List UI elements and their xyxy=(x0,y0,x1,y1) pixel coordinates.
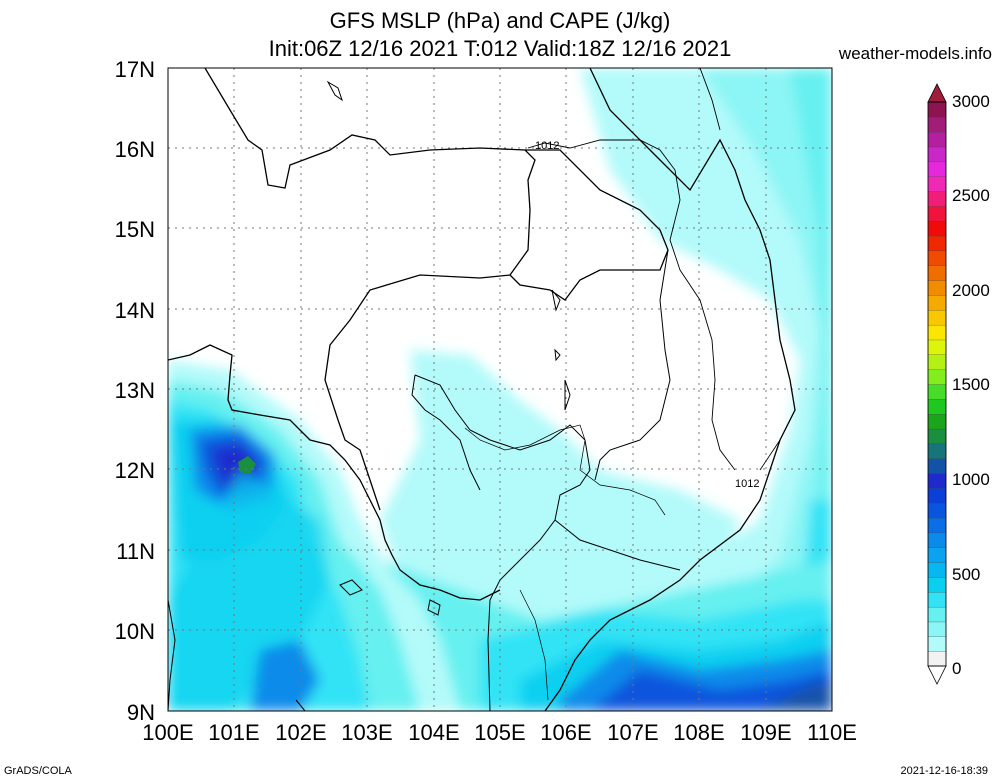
colorbar-end-arrow xyxy=(927,665,947,685)
colorbar-swatch xyxy=(927,458,947,474)
colorbar-swatch xyxy=(927,369,947,385)
colorbar-swatch xyxy=(927,443,947,459)
colorbar-swatch xyxy=(927,428,947,445)
cape-field: 1012 1012 xyxy=(168,68,832,711)
colorbar-swatch xyxy=(927,116,947,133)
colorbar-swatch xyxy=(927,146,947,163)
lat-label: 16N xyxy=(115,137,155,162)
lon-label: 100E xyxy=(142,720,193,745)
lon-label: 108E xyxy=(673,720,724,745)
colorbar-swatch xyxy=(927,621,947,637)
colorbar-label: 2000 xyxy=(952,281,990,300)
colorbar-swatch xyxy=(927,636,947,652)
coastlines xyxy=(168,68,796,711)
lon-label: 105E xyxy=(474,720,525,745)
lat-label: 17N xyxy=(115,57,155,82)
lon-label: 101E xyxy=(208,720,259,745)
lat-label: 12N xyxy=(115,458,155,483)
colorbar-end-arrow xyxy=(927,83,947,103)
lon-label: 110E xyxy=(807,720,857,745)
colorbar-swatch xyxy=(927,413,947,430)
lat-label: 13N xyxy=(115,378,155,403)
isobar-label: 1012 xyxy=(735,478,759,490)
colorbar-swatch xyxy=(927,354,947,370)
colorbar xyxy=(927,83,947,685)
colorbar-swatch xyxy=(927,265,947,281)
isobar-1012 xyxy=(527,68,781,471)
lat-label: 14N xyxy=(115,298,155,323)
colorbar-label: 0 xyxy=(952,659,961,678)
colorbar-swatch xyxy=(927,205,947,222)
colorbar-swatch xyxy=(927,101,947,118)
colorbar-swatch xyxy=(927,324,947,341)
lat-label: 10N xyxy=(115,619,155,644)
chart-subtitle: Init:06Z 12/16 2021 T:012 Valid:18Z 12/1… xyxy=(268,36,732,61)
colorbar-swatch xyxy=(927,532,947,548)
colorbar-labels: 3000 2500 2000 1500 1000 500 0 xyxy=(952,92,990,678)
lat-label: 15N xyxy=(115,217,155,242)
lat-label: 11N xyxy=(116,539,155,564)
lon-label: 106E xyxy=(540,720,591,745)
isobar-1012-inner xyxy=(464,424,666,701)
colorbar-swatch xyxy=(927,250,947,266)
lon-label: 109E xyxy=(740,720,791,745)
colorbar-swatch xyxy=(927,517,947,534)
grid-lines xyxy=(168,68,832,711)
footer-right: 2021-12-16-18:39 xyxy=(900,765,988,777)
colorbar-swatch xyxy=(927,398,947,415)
lon-label: 104E xyxy=(408,720,459,745)
colorbar-swatch xyxy=(927,309,947,326)
colorbar-swatch xyxy=(927,131,947,148)
colorbar-swatch xyxy=(927,235,947,252)
colorbar-label: 3000 xyxy=(952,92,990,111)
chart-title: GFS MSLP (hPa) and CAPE (J/kg) xyxy=(329,8,671,33)
colorbar-swatch xyxy=(927,161,947,177)
colorbar-swatch xyxy=(927,472,947,489)
isobar-label: 1012 xyxy=(535,140,559,152)
colorbar-swatch xyxy=(927,561,947,578)
lon-label: 102E xyxy=(275,720,326,745)
colorbar-swatch xyxy=(927,279,947,296)
lon-label: 103E xyxy=(341,720,392,745)
colorbar-swatch xyxy=(927,383,947,400)
colorbar-swatch xyxy=(927,220,947,237)
colorbar-label: 1500 xyxy=(952,375,990,394)
colorbar-frame xyxy=(927,101,947,667)
colorbar-swatch xyxy=(927,576,947,593)
lon-label: 107E xyxy=(607,720,658,745)
colorbar-swatch xyxy=(927,339,947,355)
colorbar-swatch xyxy=(927,547,947,563)
lat-label: 9N xyxy=(127,700,155,725)
colorbar-swatch xyxy=(927,190,947,207)
colorbar-label: 2500 xyxy=(952,186,990,205)
colorbar-swatch xyxy=(927,502,947,519)
site-label: weather-models.info xyxy=(838,44,992,63)
lat-labels: 17N 16N 15N 14N 13N 12N 11N 10N 9N xyxy=(115,57,155,725)
colorbar-swatch xyxy=(927,591,947,608)
colorbar-swatch xyxy=(927,606,947,623)
lon-labels: 100E 101E 102E 103E 104E 105E 106E 107E … xyxy=(142,720,857,745)
colorbar-label: 1000 xyxy=(952,470,990,489)
map-frame xyxy=(167,67,833,712)
colorbar-swatch xyxy=(927,176,947,192)
colorbar-swatch xyxy=(927,487,947,504)
colorbar-swatch xyxy=(927,651,947,667)
colorbar-swatch xyxy=(927,294,947,311)
footer-left: GrADS/COLA xyxy=(4,765,72,777)
colorbar-label: 500 xyxy=(952,565,980,584)
